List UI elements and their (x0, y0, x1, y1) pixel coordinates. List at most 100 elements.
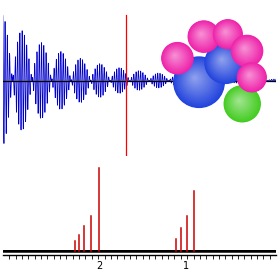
Circle shape (236, 40, 256, 61)
Circle shape (186, 69, 206, 90)
Circle shape (200, 33, 203, 36)
Circle shape (208, 46, 241, 79)
Circle shape (188, 21, 220, 52)
Circle shape (213, 20, 242, 48)
Circle shape (240, 44, 250, 54)
Circle shape (232, 93, 250, 111)
Circle shape (237, 99, 241, 103)
Circle shape (228, 89, 255, 117)
Circle shape (236, 40, 256, 60)
Circle shape (231, 92, 251, 113)
Circle shape (195, 27, 210, 43)
Circle shape (242, 68, 259, 85)
Circle shape (173, 54, 177, 57)
Circle shape (174, 55, 175, 56)
Circle shape (162, 43, 193, 73)
Circle shape (167, 48, 186, 67)
Circle shape (172, 52, 179, 60)
Circle shape (181, 65, 213, 96)
Circle shape (199, 32, 203, 36)
Circle shape (198, 30, 206, 39)
Circle shape (165, 46, 188, 69)
Circle shape (234, 38, 259, 63)
Circle shape (196, 28, 209, 42)
Circle shape (234, 95, 247, 108)
Circle shape (222, 28, 230, 37)
Circle shape (235, 97, 244, 105)
Circle shape (218, 25, 235, 41)
Circle shape (243, 69, 258, 83)
Circle shape (186, 69, 207, 90)
Circle shape (180, 63, 215, 98)
Circle shape (196, 29, 208, 41)
Circle shape (243, 47, 246, 50)
Circle shape (189, 22, 218, 50)
Circle shape (225, 86, 259, 121)
Circle shape (193, 76, 198, 81)
Circle shape (172, 53, 178, 59)
Circle shape (211, 49, 237, 75)
Circle shape (242, 68, 259, 84)
Circle shape (232, 36, 262, 66)
Circle shape (218, 25, 235, 42)
Circle shape (222, 28, 230, 36)
Circle shape (240, 66, 262, 87)
Circle shape (175, 58, 222, 105)
Circle shape (171, 52, 180, 60)
Circle shape (205, 43, 246, 83)
Circle shape (215, 53, 231, 69)
Circle shape (173, 54, 177, 58)
Circle shape (171, 52, 180, 61)
Circle shape (221, 59, 223, 60)
Circle shape (237, 41, 255, 59)
Circle shape (223, 29, 229, 35)
Circle shape (165, 45, 189, 70)
Circle shape (238, 63, 266, 91)
Circle shape (206, 43, 245, 82)
Circle shape (237, 99, 242, 103)
Circle shape (201, 33, 202, 35)
Circle shape (231, 93, 250, 112)
Circle shape (200, 33, 202, 35)
Circle shape (166, 47, 187, 68)
Circle shape (212, 49, 236, 74)
Circle shape (169, 49, 183, 64)
Circle shape (170, 51, 181, 62)
Circle shape (179, 62, 216, 99)
Circle shape (217, 23, 237, 44)
Circle shape (207, 45, 243, 80)
Circle shape (199, 32, 204, 37)
Circle shape (227, 88, 257, 118)
Circle shape (239, 100, 240, 101)
Circle shape (214, 52, 233, 71)
Circle shape (234, 38, 259, 64)
Circle shape (193, 25, 213, 46)
Circle shape (170, 51, 181, 62)
Circle shape (234, 38, 258, 62)
Circle shape (224, 86, 260, 122)
Circle shape (219, 56, 226, 63)
Circle shape (214, 21, 241, 47)
Circle shape (196, 29, 208, 41)
Circle shape (229, 90, 254, 115)
Circle shape (215, 21, 240, 47)
Circle shape (228, 90, 254, 116)
Circle shape (193, 76, 196, 80)
Circle shape (244, 70, 257, 82)
Circle shape (178, 61, 218, 101)
Circle shape (213, 51, 234, 71)
Circle shape (237, 41, 255, 59)
Circle shape (198, 31, 205, 38)
Circle shape (191, 24, 215, 48)
Circle shape (215, 52, 232, 70)
Circle shape (248, 73, 251, 77)
Circle shape (232, 94, 249, 110)
Circle shape (220, 58, 224, 62)
Circle shape (248, 74, 250, 76)
Circle shape (174, 57, 224, 107)
Circle shape (210, 48, 239, 76)
Circle shape (192, 24, 215, 47)
Circle shape (244, 48, 245, 49)
Circle shape (187, 71, 205, 88)
Circle shape (245, 71, 255, 81)
